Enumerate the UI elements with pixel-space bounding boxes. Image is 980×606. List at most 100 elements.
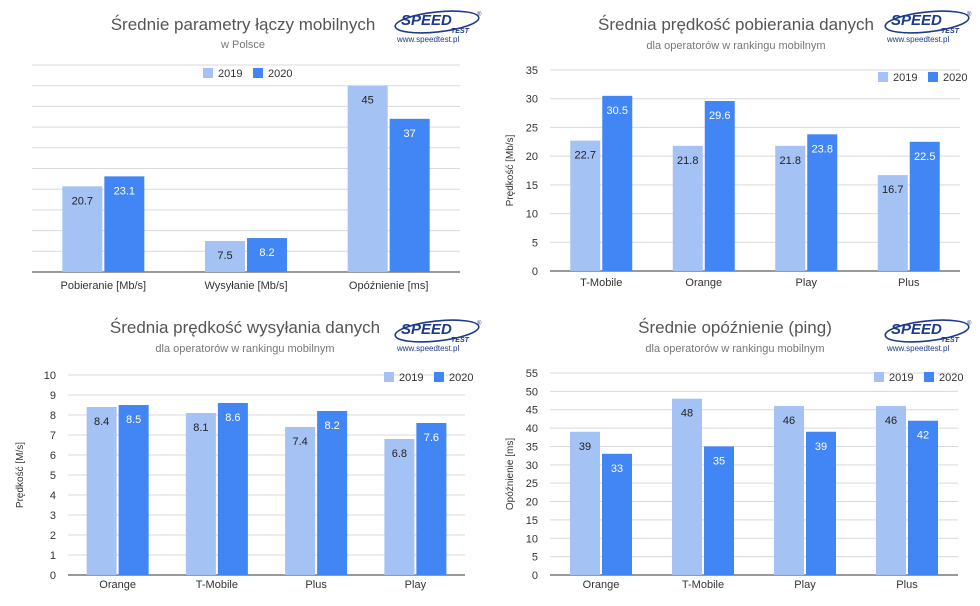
- svg-text:TEST: TEST: [941, 28, 960, 35]
- speedtest-url[interactable]: www.speedtest.pl: [887, 35, 950, 44]
- x-tick-label-plus: Plus: [305, 579, 327, 591]
- chart-title: Średnie parametry łączy mobilnych: [111, 15, 376, 34]
- data-label-wysy-anie-mb-s-2020: 8.2: [259, 247, 274, 259]
- x-tick-label-wysy-anie-mb-s: Wysyłanie [Mb/s]: [204, 280, 287, 292]
- svg-text:TEST: TEST: [451, 337, 470, 344]
- y-tick-label: 6: [50, 450, 56, 462]
- y-tick-label: 15: [526, 515, 538, 527]
- y-tick-label: 7: [50, 430, 56, 442]
- speedtest-url[interactable]: www.speedtest.pl: [397, 344, 460, 353]
- svg-text:®: ®: [967, 320, 972, 327]
- legend-swatch-2019: [203, 68, 213, 78]
- y-tick-label: 40: [526, 423, 538, 435]
- chart-panel-upload: Średnia prędkość wysyłania danych dla ope…: [0, 303, 490, 606]
- chart-download-speed: Średnia prędkość pobierania danych dla op…: [505, 15, 967, 289]
- data-label-play-2020: 23.8: [812, 143, 833, 155]
- data-label-plus-2020: 42: [917, 430, 929, 442]
- bar-plus-2020: [317, 411, 348, 575]
- data-label-op-nienie-ms-2019: 45: [362, 95, 374, 107]
- bar-play-2020: [807, 134, 838, 271]
- y-axis-label: Prędkość [Mb/s]: [505, 134, 516, 206]
- speedtest-url[interactable]: www.speedtest.pl: [887, 344, 950, 353]
- x-tick-label-plus: Plus: [896, 579, 918, 591]
- chart-subtitle: dla operatorów w rankingu mobilnym: [155, 343, 334, 355]
- y-tick-label: 25: [526, 478, 538, 490]
- bar-play-2020: [806, 431, 836, 575]
- data-label-orange-2020: 33: [611, 463, 623, 475]
- chart-panel-download: Średnia prędkość pobierania danych dla op…: [490, 0, 980, 303]
- chart-subtitle: dla operatorów w rankingu mobilnym: [646, 40, 825, 52]
- bar-orange-2019: [570, 431, 600, 575]
- x-tick-label-orange: Orange: [583, 579, 620, 591]
- speedtest-logo: SPEED TEST ® www.speedtest.pl: [393, 319, 485, 359]
- data-label-plus-2020: 22.5: [914, 151, 935, 163]
- chart-upload-speed: Średnia prędkość wysyłania danych dla ope…: [15, 318, 473, 591]
- legend-label-2019: 2019: [399, 372, 423, 384]
- y-tick-label: 10: [526, 533, 538, 545]
- speedtest-logo: SPEED TEST ® www.speedtest.pl: [393, 10, 485, 50]
- y-tick-label: 35: [526, 65, 538, 77]
- y-tick-label: 9: [50, 390, 56, 402]
- bar-pobieranie-mb-s-2020: [104, 176, 145, 272]
- legend-swatch-2019: [878, 72, 888, 82]
- bar-plus-2019: [876, 406, 906, 575]
- y-tick-label: 10: [526, 209, 538, 221]
- chart-title: Średnia prędkość pobierania danych: [598, 15, 874, 34]
- x-tick-label-t-mobile: T-Mobile: [196, 579, 238, 591]
- svg-text:SPEED: SPEED: [401, 321, 452, 338]
- data-label-t-mobile-2019: 48: [681, 408, 693, 420]
- data-label-orange-2020: 8.5: [126, 414, 141, 426]
- y-tick-label: 5: [50, 470, 56, 482]
- data-label-plus-2020: 8.2: [324, 420, 339, 432]
- bar-play-2019: [384, 439, 415, 575]
- x-tick-label-t-mobile: T-Mobile: [682, 579, 724, 591]
- data-label-plus-2019: 46: [885, 415, 897, 427]
- legend-swatch-2019: [384, 372, 394, 382]
- x-tick-label-t-mobile: T-Mobile: [580, 277, 622, 289]
- data-label-t-mobile-2020: 35: [713, 455, 725, 467]
- y-tick-label: 0: [50, 570, 56, 582]
- legend-label-2019: 2019: [893, 72, 917, 84]
- legend-label-2020: 2020: [268, 68, 292, 80]
- data-label-t-mobile-2020: 30.5: [607, 105, 628, 117]
- legend-swatch-2020: [253, 68, 263, 78]
- y-tick-label: 0: [532, 570, 538, 582]
- data-label-plus-2019: 16.7: [882, 184, 903, 196]
- speedtest-logo: SPEED TEST ® www.speedtest.pl: [883, 319, 975, 359]
- x-tick-label-op-nienie-ms: Opóźnienie [ms]: [349, 280, 428, 292]
- legend-label-2019: 2019: [889, 372, 913, 384]
- x-tick-label-orange: Orange: [99, 579, 136, 591]
- y-axis-label: Opóźnienie [ms]: [505, 438, 516, 510]
- legend-label-2020: 2020: [449, 372, 473, 384]
- data-label-plus-2019: 7.4: [292, 436, 307, 448]
- legend-swatch-2020: [928, 72, 938, 82]
- speedtest-logo: SPEED TEST ® www.speedtest.pl: [883, 10, 975, 50]
- y-tick-label: 10: [44, 370, 56, 382]
- y-tick-label: 5: [532, 237, 538, 249]
- data-label-play-2019: 46: [783, 415, 795, 427]
- svg-text:SPEED: SPEED: [891, 321, 942, 338]
- chart-panel-ping: Średnie opóźnienie (ping) dla operatorów …: [490, 303, 980, 606]
- y-tick-label: 4: [50, 490, 56, 502]
- y-tick-label: 0: [532, 266, 538, 278]
- y-tick-label: 50: [526, 386, 538, 398]
- svg-text:TEST: TEST: [451, 28, 470, 35]
- data-label-play-2019: 21.8: [780, 155, 801, 167]
- chart-title: Średnie opóźnienie (ping): [638, 318, 832, 337]
- y-tick-label: 20: [526, 151, 538, 163]
- x-tick-label-orange: Orange: [685, 277, 722, 289]
- speedtest-url[interactable]: www.speedtest.pl: [397, 35, 460, 44]
- svg-text:SPEED: SPEED: [401, 12, 452, 29]
- data-label-op-nienie-ms-2020: 37: [404, 128, 416, 140]
- y-tick-label: 1: [50, 550, 56, 562]
- chart-subtitle: dla operatorów w rankingu mobilnym: [645, 343, 824, 355]
- y-tick-label: 15: [526, 180, 538, 192]
- bar-op-nienie-ms-2020: [389, 118, 430, 272]
- speedtest-logo-mark: SPEED TEST ®: [884, 10, 972, 35]
- x-tick-label-play: Play: [405, 579, 427, 591]
- bar-plus-2019: [877, 175, 908, 271]
- legend-swatch-2019: [874, 372, 884, 382]
- svg-text:®: ®: [477, 320, 482, 327]
- bar-t-mobile-2020: [602, 95, 633, 271]
- y-tick-label: 8: [50, 410, 56, 422]
